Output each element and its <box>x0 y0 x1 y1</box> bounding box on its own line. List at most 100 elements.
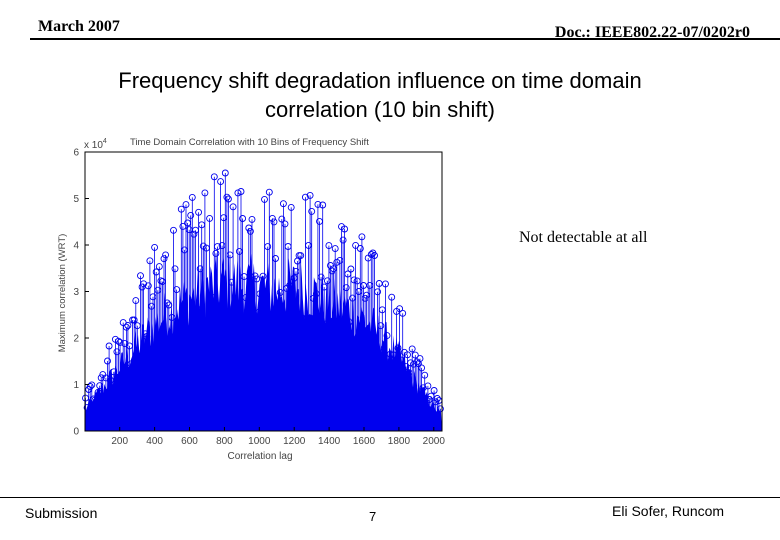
annotation-not-detectable: Not detectable at all <box>519 229 648 246</box>
stem-marker <box>374 288 382 296</box>
stem-marker <box>239 215 247 222</box>
stem-marker <box>188 193 196 201</box>
y-tick-label: 6 <box>73 148 79 159</box>
stem-marker <box>162 251 170 259</box>
stem-marker <box>430 387 438 394</box>
stem-marker <box>279 200 287 208</box>
stem-marker <box>224 195 232 203</box>
stem-marker <box>382 280 389 288</box>
stem-marker <box>268 214 276 222</box>
stem-marker <box>187 211 195 219</box>
x-tick-label: 600 <box>181 436 198 447</box>
stem-marker <box>253 275 261 283</box>
stem-marker <box>436 405 444 413</box>
stem-marker <box>146 257 154 265</box>
stem-marker <box>419 384 427 392</box>
slide-title: Frequency shift degradation influence on… <box>40 66 720 124</box>
stem-marker <box>212 249 220 257</box>
y-axis-ticks: 0 1 2 3 4 5 6 <box>73 148 89 438</box>
stem-marker <box>105 342 113 350</box>
stem-marker <box>132 297 140 305</box>
stem-marker <box>265 188 273 196</box>
stem-marker <box>287 203 295 211</box>
stem-marker <box>210 173 218 181</box>
stem-marker <box>399 309 407 317</box>
stem-marker <box>240 273 248 281</box>
y-axis-label: Maximum correlation (WRT) <box>57 234 68 353</box>
stem-marker <box>425 396 433 403</box>
stem-marker <box>228 278 236 286</box>
stem-marker <box>416 355 424 363</box>
y-tick-label: 1 <box>73 380 79 391</box>
stem-marker <box>223 193 231 201</box>
x-tick-label: 1800 <box>388 436 411 447</box>
y-exponent-base: x 10 <box>84 140 103 151</box>
stem-marker <box>325 242 333 250</box>
stem-marker <box>386 350 394 358</box>
stem-marker <box>433 395 441 402</box>
stem-marker <box>122 323 130 331</box>
slide-title-line-2: correlation (10 bin shift) <box>265 97 495 122</box>
stem-marker <box>261 195 268 203</box>
stem-marker <box>421 371 429 379</box>
stem-marker <box>297 252 305 260</box>
y-tick-label: 2 <box>73 334 79 345</box>
stem-marker <box>331 245 339 253</box>
stem-marker <box>301 193 309 201</box>
stem-marker <box>237 188 245 195</box>
stem-marker <box>356 245 364 252</box>
x-tick-label: 2000 <box>423 436 446 447</box>
stem-marker <box>342 284 350 292</box>
stem-marker <box>371 252 378 259</box>
stem-marker <box>137 272 144 280</box>
stem-marker <box>229 203 237 211</box>
stem-marker <box>248 215 256 223</box>
stem-marker <box>163 299 171 307</box>
footer-divider <box>0 497 780 498</box>
stem-marker <box>177 205 185 213</box>
stem-marker <box>270 218 278 226</box>
stem-marker <box>377 322 385 330</box>
stem-marker <box>190 230 198 238</box>
stem-marker <box>221 169 229 177</box>
slide-title-line-1: Frequency shift degradation influence on… <box>118 68 642 93</box>
y-exponent-label: x 104 <box>84 138 107 151</box>
x-tick-label: 800 <box>216 436 233 447</box>
stem-marker <box>319 201 327 209</box>
stem-marker <box>278 215 286 223</box>
chart-title: Time Domain Correlation with 10 Bins of … <box>130 137 369 148</box>
stem-marker <box>388 293 396 301</box>
stem-marker <box>341 225 349 233</box>
stem-marker <box>97 374 105 382</box>
stem-marker <box>408 345 416 353</box>
stem-marker <box>144 282 152 290</box>
stem-marker <box>383 332 391 340</box>
x-tick-label: 200 <box>111 436 128 447</box>
stem-marker <box>317 273 325 281</box>
stem-marker <box>170 226 177 234</box>
stem-marker <box>286 281 294 289</box>
stem-marker <box>165 301 173 309</box>
stem-marker <box>151 243 159 251</box>
stem-marker <box>104 357 111 365</box>
stem-marker <box>217 178 225 186</box>
footer-submission: Submission <box>25 505 98 521</box>
stem-marker <box>124 322 132 329</box>
footer-page-number: 7 <box>369 509 377 524</box>
stem-marker <box>306 191 314 199</box>
stem-marker <box>358 233 366 241</box>
stem-marker <box>182 201 190 209</box>
stem-marker <box>272 255 279 262</box>
stem-marker <box>195 208 203 216</box>
y-tick-label: 4 <box>73 241 79 252</box>
stem-marker <box>171 265 179 273</box>
stem-marker <box>396 305 404 313</box>
stem-marker <box>339 236 347 244</box>
stem-marker <box>246 227 254 235</box>
x-tick-label: 1000 <box>248 436 271 447</box>
stem-marker <box>367 251 375 258</box>
x-tick-label: 400 <box>146 436 163 447</box>
stem-marker <box>347 265 355 273</box>
stem-marker <box>206 214 214 222</box>
stem-marker <box>404 351 411 359</box>
